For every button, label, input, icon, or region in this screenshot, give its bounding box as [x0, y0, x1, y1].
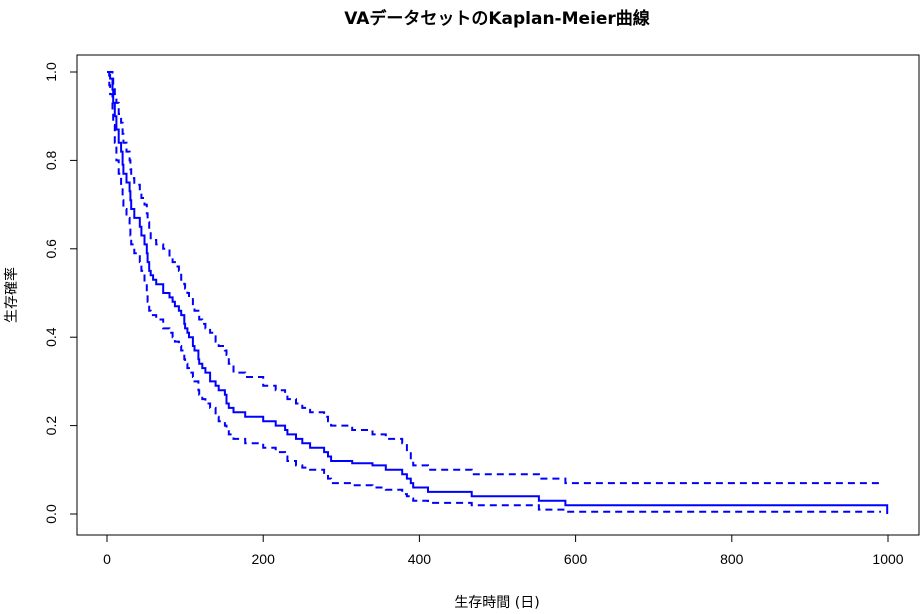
x-tick-label: 800 [720, 551, 744, 567]
y-axis: 0.0 0.2 0.4 0.6 0.8 1.0 [43, 62, 78, 524]
upper-confidence-curve [107, 71, 881, 485]
y-tick-label: 0.6 [43, 239, 59, 259]
chart-title: VAデータセットのKaplan-Meier曲線 [344, 8, 650, 29]
y-tick-label: 0.4 [43, 327, 59, 347]
x-tick-label: 1000 [872, 551, 903, 567]
survival-curves [107, 71, 889, 514]
plot-frame [76, 54, 920, 536]
x-tick-label: 0 [103, 551, 111, 567]
estimate-curve [107, 71, 889, 514]
y-tick-label: 0.2 [43, 416, 59, 436]
lower-confidence-curve [107, 71, 881, 513]
x-axis: 0 200 400 600 800 1000 [103, 534, 904, 567]
x-tick-label: 400 [408, 551, 432, 567]
x-tick-label: 600 [564, 551, 588, 567]
y-tick-label: 0.8 [43, 150, 59, 170]
x-tick-label: 200 [252, 551, 276, 567]
y-tick-label: 0.0 [43, 504, 59, 524]
y-tick-label: 1.0 [43, 62, 59, 82]
x-axis-label: 生存時間 (日) [454, 595, 539, 611]
y-axis-label: 生存確率 [3, 267, 20, 323]
